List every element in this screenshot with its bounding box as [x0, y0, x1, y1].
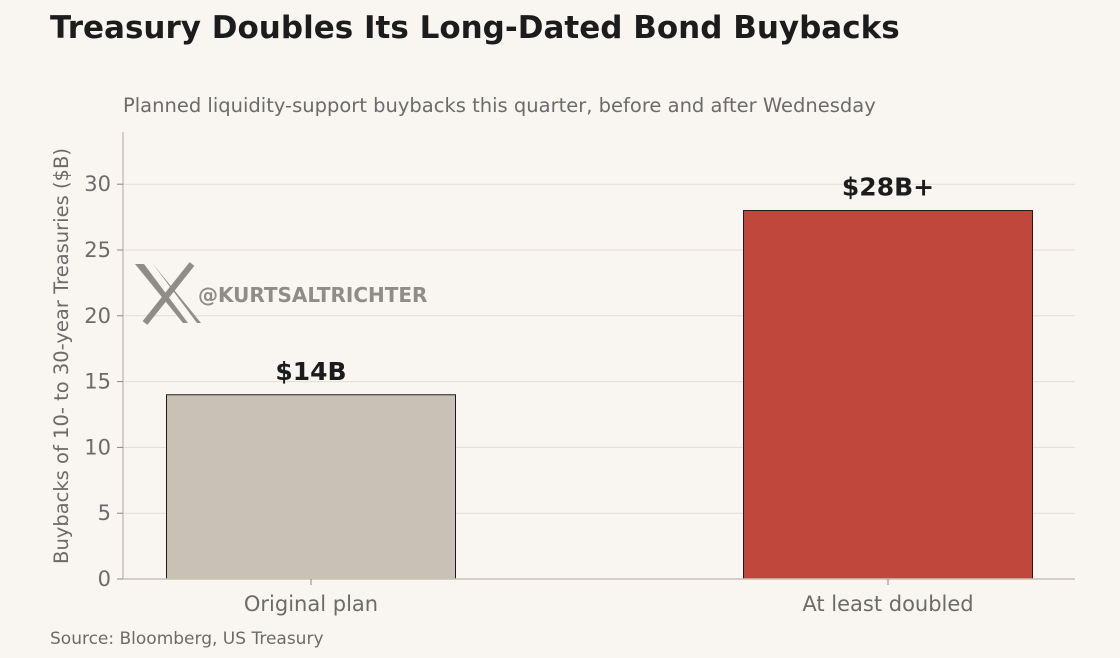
y-tick-label: 20	[84, 304, 111, 328]
data-label: $28B+	[842, 173, 934, 202]
watermark-handle: @KURTSALTRICHTER	[198, 283, 427, 307]
y-tick-label: 15	[84, 370, 111, 394]
y-tick-label: 0	[98, 567, 111, 591]
x-tick-label: At least doubled	[802, 592, 973, 616]
chart-subtitle: Planned liquidity-support buybacks this …	[123, 94, 876, 117]
source-note: Source: Bloomberg, US Treasury	[50, 629, 324, 649]
y-tick-label: 5	[98, 501, 111, 525]
bar-2	[743, 210, 1033, 580]
y-tick-label: 30	[84, 172, 111, 196]
bar-1	[166, 394, 456, 580]
x-tick-label: Original plan	[244, 592, 378, 616]
bars	[166, 210, 1033, 580]
y-ticks: 0 5 10 15 20 25 30	[84, 172, 123, 591]
x-logo-icon	[135, 262, 201, 325]
watermark: @KURTSALTRICHTER	[135, 262, 427, 325]
y-tick-label: 10	[84, 435, 111, 459]
y-axis-label: Buybacks of 10- to 30-year Treasuries ($…	[50, 148, 73, 564]
x-ticks: Original plan At least doubled	[244, 579, 974, 616]
data-label: $14B	[275, 357, 346, 386]
bar-labels: $14B $28B+	[275, 173, 934, 386]
chart-title: Treasury Doubles Its Long-Dated Bond Buy…	[50, 10, 900, 46]
axes	[122, 132, 1075, 580]
y-tick-label: 25	[84, 238, 111, 262]
